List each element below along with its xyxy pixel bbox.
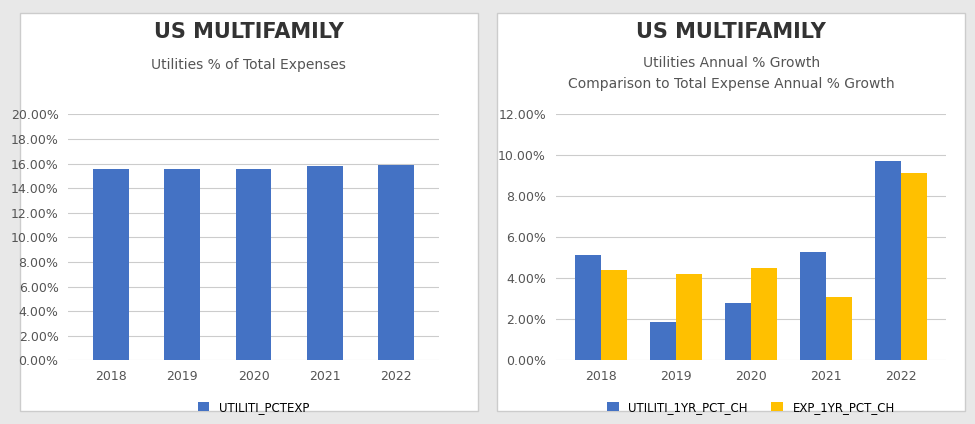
Bar xyxy=(800,252,826,360)
Legend: UTILITI_PCTEXP: UTILITI_PCTEXP xyxy=(193,396,314,418)
Text: US MULTIFAMILY: US MULTIFAMILY xyxy=(154,22,343,42)
Bar xyxy=(165,169,200,360)
Bar xyxy=(676,274,702,360)
Text: Comparison to Total Expense Annual % Growth: Comparison to Total Expense Annual % Gro… xyxy=(567,77,895,91)
Bar xyxy=(94,169,129,360)
Text: Utilities Annual % Growth: Utilities Annual % Growth xyxy=(643,56,820,70)
Bar xyxy=(307,166,342,360)
Text: Utilities % of Total Expenses: Utilities % of Total Expenses xyxy=(151,58,346,72)
Bar xyxy=(826,297,852,360)
Bar xyxy=(236,170,271,360)
Legend: UTILITI_1YR_PCT_CH, EXP_1YR_PCT_CH: UTILITI_1YR_PCT_CH, EXP_1YR_PCT_CH xyxy=(603,396,899,418)
Bar xyxy=(875,161,901,360)
Bar xyxy=(649,322,676,360)
Bar xyxy=(751,268,777,360)
Bar xyxy=(901,173,927,360)
Text: US MULTIFAMILY: US MULTIFAMILY xyxy=(637,22,826,42)
Bar xyxy=(574,255,601,360)
Bar xyxy=(601,270,627,360)
Bar xyxy=(724,304,751,360)
Bar xyxy=(378,165,413,360)
